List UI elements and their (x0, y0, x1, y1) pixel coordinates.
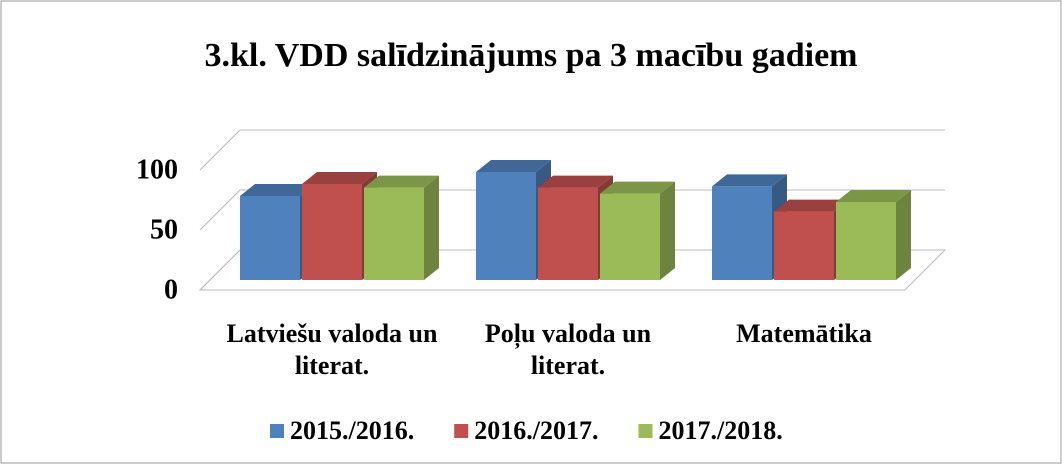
legend-swatch (638, 424, 653, 438)
bar-top (774, 199, 849, 212)
y-tick-label: 100 (136, 154, 178, 185)
grid-line-side (199, 249, 241, 291)
bar-top (364, 175, 439, 188)
legend-swatch (454, 424, 469, 438)
x-tick-label: Latviešu valoda un literat. (226, 319, 438, 380)
bar (600, 193, 660, 280)
bar (240, 196, 300, 280)
bar-top (240, 184, 315, 196)
bar (836, 202, 896, 280)
legend-label: 2017./2018. (658, 416, 782, 445)
bar-top (600, 181, 675, 194)
legend-label: 2016./2017. (474, 416, 598, 445)
grid-line-side (199, 189, 241, 231)
bar (302, 184, 362, 280)
bar-top (302, 172, 377, 184)
bar (712, 186, 772, 280)
x-tick-label: Poļu valoda un literat. (484, 319, 652, 380)
chart-title: 3.kl. VDD salīdzinājums pa 3 macību gadi… (204, 37, 857, 74)
grid-line-side (199, 129, 241, 171)
bar-side (660, 181, 675, 280)
bar (774, 211, 834, 280)
bar-top (476, 160, 551, 172)
y-tick-label: 0 (164, 274, 178, 305)
bar-side (896, 190, 911, 280)
legend-swatch (270, 424, 284, 438)
bar (538, 187, 598, 280)
bar-top (712, 174, 787, 187)
bar-top (836, 190, 911, 202)
legend-label: 2015./2016. (290, 416, 414, 445)
x-tick-label: Matemātika (736, 319, 872, 348)
bar-side (424, 175, 439, 280)
bar-top (538, 175, 613, 188)
bar (364, 187, 424, 280)
y-tick-label: 50 (150, 214, 178, 245)
bar (476, 172, 536, 280)
